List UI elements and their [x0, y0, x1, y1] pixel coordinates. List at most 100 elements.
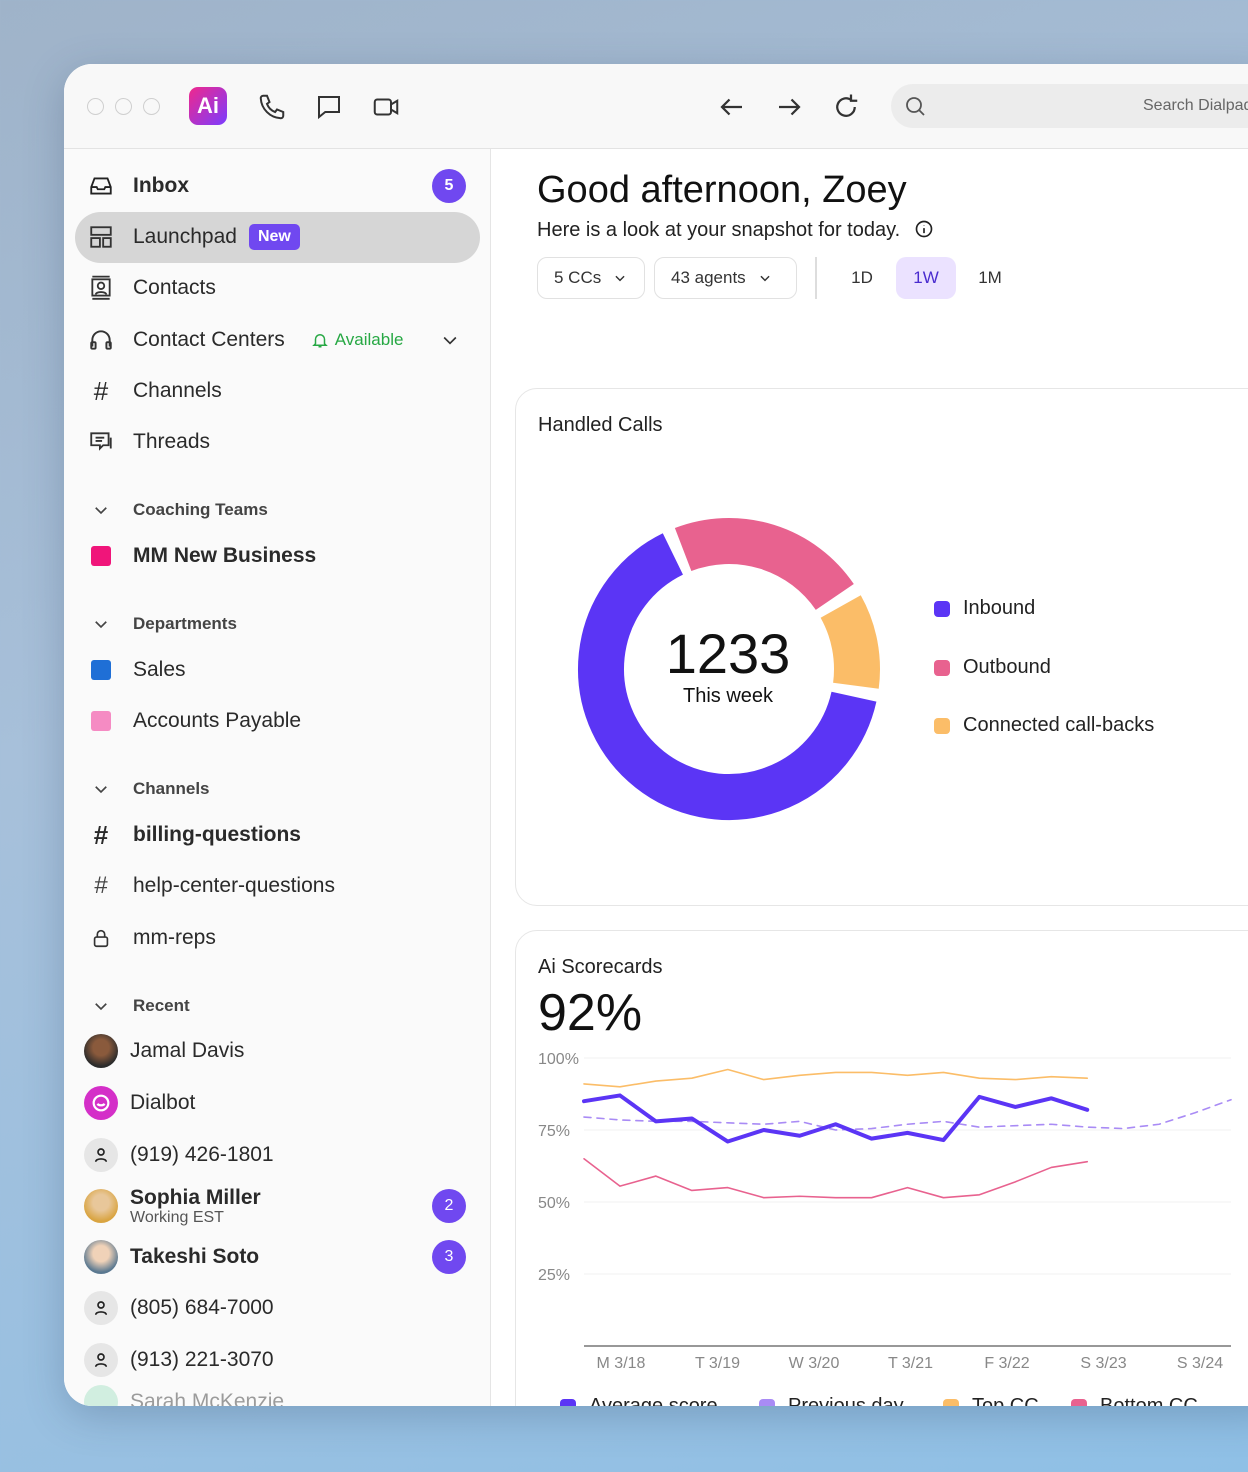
legend-label: Average score	[589, 1395, 718, 1406]
sidebar: Inbox 5 Launchpad New Contacts Contact C…	[64, 149, 491, 1406]
legend-average: Average score	[560, 1395, 718, 1406]
cc-filter-dropdown[interactable]: 5 CCs	[537, 257, 645, 299]
sidebar-item-label: billing-questions	[133, 823, 301, 846]
contact-name: Sarah McKenzie	[130, 1390, 285, 1406]
legend-inbound: Inbound	[934, 597, 1035, 620]
avatar	[84, 1189, 118, 1223]
sidebar-item-label: Launchpad	[133, 225, 237, 248]
bell-icon	[311, 334, 328, 348]
scorecard-line-chart: 100% 75% 50% 25% M 3/18 T 3/19 W 3/20 T 3/21 F 3…	[538, 1051, 1232, 1372]
legend-label: Connected call-backs	[963, 714, 1155, 736]
y-tick-label: 100%	[538, 1051, 579, 1068]
dialbot-avatar	[84, 1086, 118, 1120]
legend-swatch	[934, 600, 950, 617]
range-tab-1m[interactable]: 1M	[978, 268, 1002, 287]
video-icon[interactable]	[371, 92, 401, 122]
legend-label: Outbound	[963, 656, 1051, 678]
legend-label: Previous day	[788, 1395, 904, 1406]
series-line-previous-day	[583, 1098, 1232, 1131]
recent-item[interactable]: Dialbot	[84, 1081, 466, 1125]
recent-item[interactable]: Takeshi Soto 3	[84, 1235, 466, 1279]
sidebar-item-channels[interactable]: # Channels	[88, 369, 466, 413]
range-tab-1w[interactable]: 1W	[896, 257, 956, 299]
availability-status[interactable]: Available	[334, 330, 404, 349]
section-header-recent[interactable]: Recent	[88, 984, 466, 1028]
forward-arrow-icon[interactable]	[774, 92, 804, 122]
range-tab-1d[interactable]: 1D	[851, 268, 873, 287]
channel-item[interactable]: mm-reps	[88, 916, 466, 960]
channel-item[interactable]: # billing-questions	[88, 813, 466, 857]
recent-item[interactable]: Sarah McKenzie	[84, 1380, 466, 1406]
phone-icon[interactable]	[257, 92, 287, 122]
card-title: Ai Scorecards	[538, 956, 663, 978]
legend-bottom-cc: Bottom CC	[1071, 1395, 1198, 1406]
page-title: Good afternoon, Zoey	[537, 169, 907, 211]
ai-scorecards-card: Ai Scorecards 92% 100% 75% 50% 25% M 3/18 T 3…	[515, 930, 1248, 1406]
channel-item[interactable]: # help-center-questions	[88, 864, 466, 908]
sidebar-item-label: MM New Business	[133, 544, 317, 567]
legend-swatch	[759, 1398, 775, 1406]
hash-icon: #	[94, 872, 108, 899]
contact-name: (919) 426-1801	[130, 1143, 274, 1166]
sidebar-item-label: Contact Centers	[133, 328, 285, 351]
sidebar-item-coaching-team[interactable]: MM New Business	[88, 534, 466, 578]
donut-period: This week	[682, 685, 774, 707]
app-logo: Ai	[189, 87, 227, 125]
avatar	[84, 1385, 118, 1406]
y-tick-label: 25%	[538, 1267, 570, 1284]
x-tick-label: F 3/22	[984, 1355, 1029, 1372]
recent-item[interactable]: Jamal Davis	[84, 1029, 466, 1073]
window-maximize-button[interactable]	[143, 98, 160, 115]
x-tick-label: T 3/21	[888, 1355, 933, 1372]
sidebar-item-contacts[interactable]: Contacts	[88, 266, 466, 310]
sidebar-item-inbox[interactable]: Inbox 5	[88, 164, 466, 208]
contacts-icon	[88, 275, 114, 301]
recent-item[interactable]: Sophia Miller Working EST 2	[84, 1184, 466, 1228]
section-header-departments[interactable]: Departments	[88, 602, 466, 646]
search-input[interactable]: Search Dialpad	[891, 84, 1248, 128]
sidebar-item-label: Contacts	[133, 276, 216, 299]
person-icon	[84, 1291, 118, 1325]
info-icon[interactable]	[914, 219, 934, 239]
recent-item[interactable]: (805) 684-7000	[84, 1286, 466, 1330]
legend-swatch	[934, 717, 950, 734]
legend-callbacks: Connected call-backs	[934, 714, 1154, 737]
agents-filter-dropdown[interactable]: 43 agents	[654, 257, 797, 299]
series-line-average-score	[582, 1093, 1090, 1144]
contact-name: (805) 684-7000	[130, 1296, 274, 1319]
recent-item[interactable]: (919) 426-1801	[84, 1133, 466, 1177]
sidebar-item-department[interactable]: Accounts Payable	[88, 699, 466, 743]
chevron-down-icon	[615, 275, 625, 282]
sidebar-item-threads[interactable]: Threads	[88, 420, 466, 464]
search-placeholder: Search Dialpad	[1143, 97, 1248, 114]
chat-icon[interactable]	[314, 92, 344, 122]
main-content: Good afternoon, Zoey Here is a look at y…	[492, 149, 1248, 1406]
contact-name: Dialbot	[130, 1091, 196, 1114]
x-tick-label: S 3/23	[1080, 1355, 1126, 1372]
chevron-down-icon[interactable]	[440, 330, 460, 350]
legend-swatch	[943, 1398, 959, 1406]
chevron-down-icon	[88, 611, 114, 637]
hash-icon: #	[93, 375, 109, 406]
search-icon	[906, 97, 925, 116]
lock-icon	[88, 925, 114, 951]
sidebar-item-launchpad[interactable]: Launchpad New	[88, 215, 466, 259]
legend-label: Top CC	[972, 1395, 1039, 1406]
sidebar-item-contact-centers[interactable]: Contact Centers Available	[88, 318, 466, 362]
section-header-coaching-teams[interactable]: Coaching Teams	[88, 488, 466, 532]
refresh-icon[interactable]	[831, 92, 861, 122]
y-tick-label: 75%	[538, 1123, 570, 1140]
back-arrow-icon[interactable]	[717, 92, 747, 122]
unread-count-badge: 2	[432, 1189, 466, 1223]
recent-item[interactable]: (913) 221-3070	[84, 1338, 466, 1382]
section-header-channels[interactable]: Channels	[88, 767, 466, 811]
dropdown-value: 5 CCs	[554, 268, 602, 287]
top-bar: Ai Search Dialpad	[64, 64, 1248, 149]
contact-name: Sophia Miller	[130, 1185, 261, 1209]
score-headline: 92%	[538, 984, 643, 1042]
sidebar-item-department[interactable]: Sales	[88, 648, 466, 692]
window-minimize-button[interactable]	[115, 98, 132, 115]
legend-outbound: Outbound	[934, 656, 1051, 679]
unread-count-badge: 3	[432, 1240, 466, 1274]
window-close-button[interactable]	[87, 98, 104, 115]
